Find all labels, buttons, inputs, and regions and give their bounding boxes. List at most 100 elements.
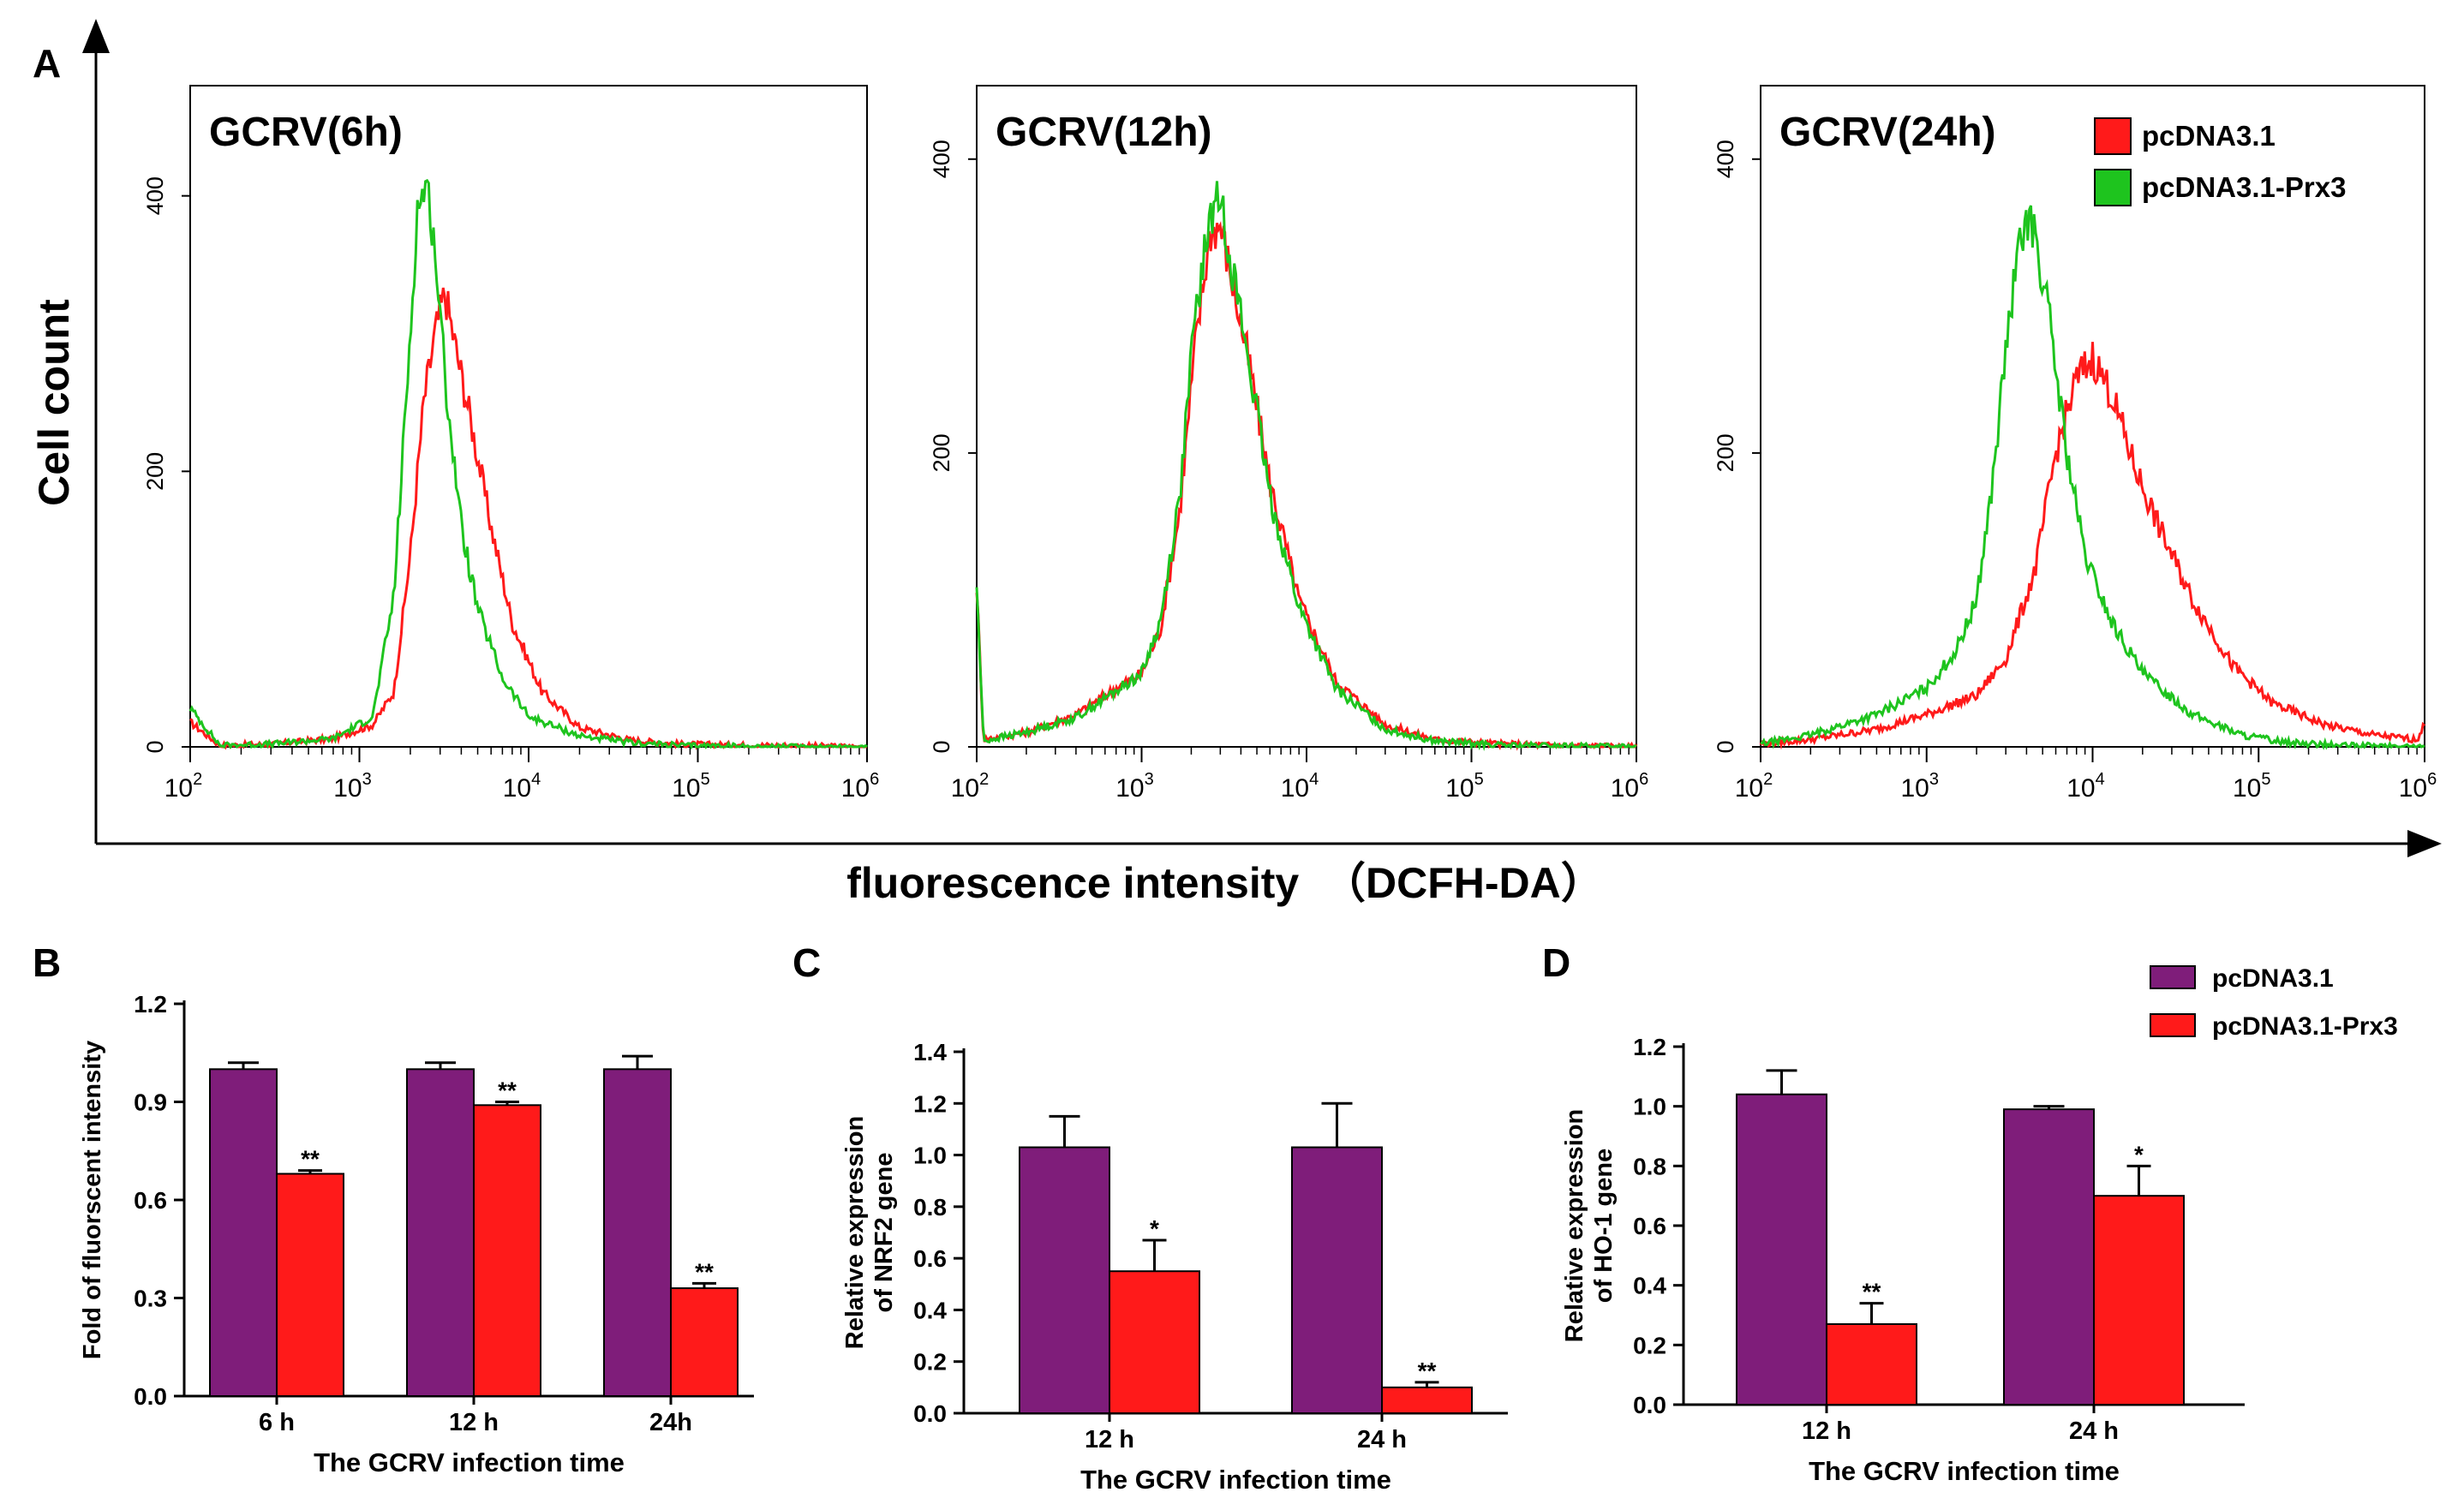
panel-a-xlabel: fluorescence intensity （DCFH-DA） <box>846 859 1603 907</box>
tick-base: 10 <box>672 774 700 803</box>
tick-base: 10 <box>951 774 979 803</box>
bar-d-1-prx3 <box>2093 1195 2185 1406</box>
hist-xtick-label-6h-2: 104 <box>503 770 541 803</box>
tick-base: 10 <box>841 774 870 803</box>
bar-c-0-pcdna31 <box>1019 1146 1110 1414</box>
hist-ytick-label-24h-200: 200 <box>1713 433 1738 472</box>
bar-ytick-label-c-1.0: 1.0 <box>913 1143 947 1169</box>
hist-series-24h-prx3 <box>1760 205 2425 750</box>
bar-ytick-label-d-0.8: 0.8 <box>1633 1153 1666 1179</box>
tick-exp: 3 <box>1145 770 1154 789</box>
bar-d-0-pcdna31 <box>1736 1093 1827 1406</box>
tick-exp: 4 <box>2096 770 2105 789</box>
bar-ytick-label-c-0.6: 0.6 <box>913 1245 947 1272</box>
bar-ytick-label-d-0.2: 0.2 <box>1633 1332 1666 1358</box>
legend-swatch-prx3 <box>2094 169 2132 206</box>
legend-label-pcdna31: pcDNA3.1 <box>2142 120 2276 152</box>
tick-base: 10 <box>1281 774 1309 803</box>
bar-ytick-label-d-1.2: 1.2 <box>1633 1034 1666 1060</box>
legend-label-prx3: pcDNA3.1-Prx3 <box>2142 171 2346 203</box>
hist-xtick-label-12h-0: 102 <box>951 770 990 803</box>
hist-xtick-label-6h-4: 106 <box>841 770 880 803</box>
bar-ytick-label-d-1.0: 1.0 <box>1633 1094 1666 1120</box>
hist-xtick-label-24h-2: 104 <box>2066 770 2105 803</box>
bar-xtick-label-b-2: 24h <box>649 1409 692 1436</box>
tick-base: 10 <box>1115 774 1144 803</box>
tick-base: 10 <box>2066 774 2095 803</box>
bar-legend-label-prx3: pcDNA3.1-Prx3 <box>2212 1012 2398 1041</box>
hist-title-12h: GCRV(12h) <box>996 110 1212 155</box>
hist-xtick-label-12h-4: 106 <box>1611 770 1649 803</box>
bar-c-0-prx3 <box>1109 1270 1200 1414</box>
tick-exp: 4 <box>531 770 541 789</box>
bar-sig-b-2: ** <box>695 1258 714 1285</box>
tick-exp: 6 <box>870 770 879 789</box>
bar-ylabel-d-line-0: Relative expression <box>1561 1109 1588 1342</box>
bar-chart-d: 0.0 0.2 0.4 0.6 0.8 1.0 1.2 Relative expression… <box>1561 1034 2245 1486</box>
bar-ylabel-d-line-1: of HO-1 gene <box>1590 1149 1618 1303</box>
panel-label-a: A <box>33 41 61 86</box>
hist-title-6h: GCRV(6h) <box>209 110 403 155</box>
hist-ytick-label-12h-0: 0 <box>929 740 954 753</box>
bar-ytick-label-c-0.0: 0.0 <box>913 1400 947 1427</box>
bar-chart-c: 0.0 0.2 0.4 0.6 0.8 1.0 1.2 1.4 Relative express… <box>841 1039 1508 1495</box>
bar-ylabel-c-line-0: Relative expression <box>841 1116 869 1349</box>
hist-title-24h: GCRV(24h) <box>1779 110 1996 155</box>
bar-b-2-prx3 <box>670 1287 739 1398</box>
bar-c-1-prx3 <box>1381 1386 1473 1415</box>
hist-ytick-label-6h-200: 200 <box>142 452 168 491</box>
hist-ytick-label-12h-400: 400 <box>929 140 954 178</box>
bar-b-0-prx3 <box>276 1173 344 1397</box>
tick-base: 10 <box>2233 774 2261 803</box>
bar-chart-b: 0.0 0.3 0.6 0.9 1.2 Fold of fluorscent intens… <box>79 991 754 1477</box>
bar-ytick-label-b-0.9: 0.9 <box>134 1089 167 1116</box>
bar-sig-c-0: * <box>1150 1215 1159 1242</box>
tick-exp: 6 <box>1639 770 1648 789</box>
bar-b-0-pcdna31 <box>209 1068 278 1398</box>
tick-exp: 3 <box>1929 770 1939 789</box>
bar-xtick-label-c-0: 12 h <box>1085 1426 1134 1453</box>
bar-ytick-label-b-1.2: 1.2 <box>134 991 167 1018</box>
hist-xtick-label-12h-3: 105 <box>1445 770 1484 803</box>
bar-ytick-label-c-0.4: 0.4 <box>913 1297 947 1323</box>
hist-ytick-label-12h-200: 200 <box>929 433 954 472</box>
panel-a-x-arrowhead <box>2407 830 2442 857</box>
bar-b-1-prx3 <box>473 1104 541 1397</box>
panel-label-d: D <box>1542 940 1570 985</box>
bar-ytick-label-b-0.3: 0.3 <box>134 1286 167 1312</box>
tick-base: 10 <box>1735 774 1763 803</box>
panel-label-b: B <box>33 940 61 985</box>
bar-b-2-pcdna31 <box>603 1068 672 1398</box>
tick-exp: 2 <box>1763 770 1773 789</box>
hist-frame-12h <box>976 85 1637 748</box>
hist-series-6h-pcdna31 <box>189 287 867 750</box>
bar-xtick-label-c-1: 24 h <box>1357 1426 1407 1453</box>
bar-ytick-label-c-0.8: 0.8 <box>913 1194 947 1221</box>
tick-exp: 2 <box>193 770 202 789</box>
bar-xlabel-b: The GCRV infection time <box>314 1447 625 1477</box>
bar-xtick-label-d-1: 24 h <box>2069 1417 2119 1445</box>
hist-ytick-label-6h-400: 400 <box>142 176 168 215</box>
bar-sig-d-0: ** <box>1863 1279 1881 1305</box>
tick-exp: 2 <box>979 770 989 789</box>
bar-d-0-prx3 <box>1826 1322 1917 1406</box>
tick-base: 10 <box>164 774 193 803</box>
bar-sig-c-1: ** <box>1418 1358 1437 1384</box>
tick-base: 10 <box>2399 774 2427 803</box>
tick-exp: 3 <box>362 770 372 789</box>
tick-base: 10 <box>503 774 531 803</box>
hist-xtick-label-24h-3: 105 <box>2233 770 2271 803</box>
bar-legend-swatch-prx3 <box>2150 1013 2196 1037</box>
bar-ytick-label-c-0.2: 0.2 <box>913 1349 947 1376</box>
tick-base: 10 <box>1901 774 1929 803</box>
panel-a-y-arrowhead <box>82 19 110 53</box>
hist-xtick-label-24h-1: 103 <box>1901 770 1940 803</box>
bar-ytick-label-c-1.4: 1.4 <box>913 1039 947 1065</box>
legend-swatch-pcdna31 <box>2094 117 2132 155</box>
bar-ylabel-c-line-1: of NRF2 gene <box>870 1153 898 1313</box>
hist-xtick-label-24h-4: 106 <box>2399 770 2437 803</box>
bar-xlabel-d: The GCRV infection time <box>1809 1456 2120 1486</box>
hist-xtick-label-24h-0: 102 <box>1735 770 1773 803</box>
tick-exp: 5 <box>1474 770 1484 789</box>
